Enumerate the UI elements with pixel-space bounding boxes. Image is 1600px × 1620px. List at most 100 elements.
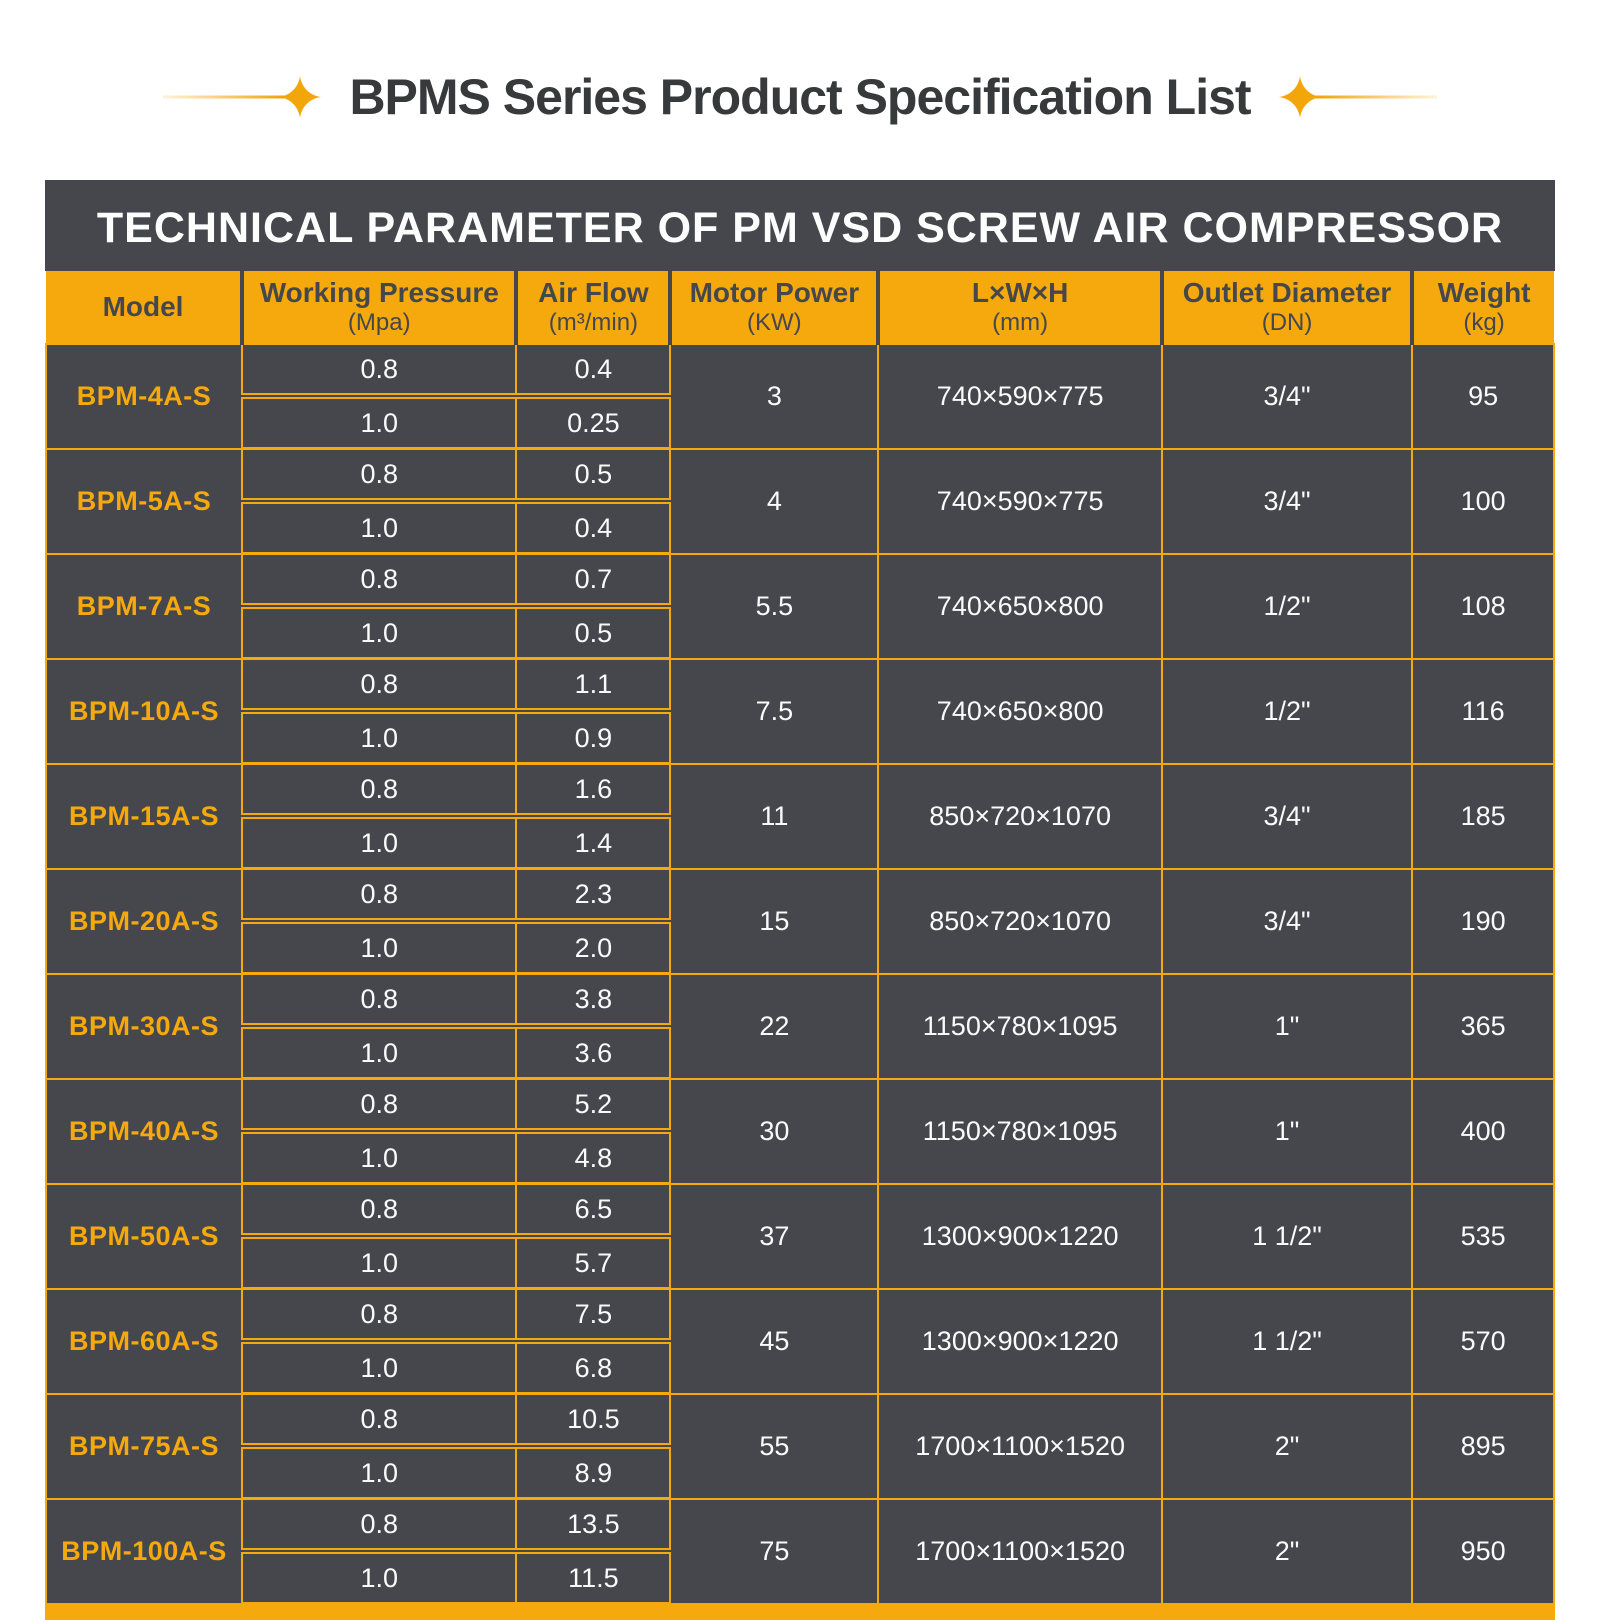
weight-cell: 365 [1411,972,1555,1080]
outlet-diameter-cell: 3/4" [1160,447,1414,555]
spec-row-bottom: 1.0 0.9 [46,710,1554,765]
pressure-cell-08: 0.8 [241,1392,518,1449]
model-cell: BPM-20A-S [44,867,244,975]
airflow-cell-08: 2.3 [515,867,672,924]
pressure-cell-10: 1.0 [241,605,518,660]
spec-row-top: BPM-20A-S 0.8 2.3 15 850×720×1070 3/4" 1… [44,867,1555,975]
sparkle-left-icon [163,76,322,118]
weight-cell: 895 [1411,1392,1555,1500]
pressure-cell-08: 0.8 [241,657,518,714]
spec-row-bottom: 1.0 3.6 [46,1025,1554,1080]
motor-power-cell: 75 [669,1497,880,1605]
airflow-cell-08: 1.1 [515,657,672,714]
weight-cell: 400 [1411,1077,1555,1185]
model-cell: BPM-60A-S [44,1287,244,1395]
spec-row-bottom: 1.0 8.9 [46,1445,1554,1500]
motor-power-cell: 37 [669,1182,880,1290]
column-header-weight: Weight (kg) [1410,271,1554,345]
dimensions-cell: 1700×1100×1520 [877,1392,1163,1500]
model-cell: BPM-4A-S [44,343,244,450]
motor-power-cell: 15 [669,867,880,975]
motor-power-cell: 3 [669,343,880,450]
model-cell: BPM-50A-S [44,1182,244,1290]
model-cell: BPM-75A-S [44,1392,244,1500]
pressure-cell-08: 0.8 [241,1182,518,1239]
spec-row-bottom: 1.0 0.4 [46,500,1554,555]
dimensions-cell: 1150×780×1095 [877,972,1163,1080]
spec-row-top: BPM-75A-S 0.8 10.5 55 1700×1100×1520 2" … [44,1392,1555,1500]
pressure-cell-10: 1.0 [241,1340,518,1395]
airflow-cell-10: 0.9 [515,710,672,765]
airflow-cell-10: 3.6 [515,1025,672,1080]
spec-table: Model Working Pressure (Mpa) Air Flow (m… [44,271,1555,1605]
airflow-cell-10: 2.0 [515,920,672,975]
pressure-cell-10: 1.0 [241,710,518,765]
dimensions-cell: 740×590×775 [877,447,1163,555]
model-cell: BPM-30A-S [44,972,244,1080]
airflow-cell-08: 7.5 [515,1287,672,1344]
spec-table-header: Model Working Pressure (Mpa) Air Flow (m… [46,271,1554,345]
model-cell: BPM-100A-S [44,1497,244,1605]
spec-row-top: BPM-10A-S 0.8 1.1 7.5 740×650×800 1/2" 1… [44,657,1555,765]
pressure-cell-10: 1.0 [241,1445,518,1500]
motor-power-cell: 5.5 [669,552,880,660]
spec-row-bottom: 1.0 5.7 [46,1235,1554,1290]
pressure-cell-08: 0.8 [241,552,518,609]
weight-cell: 535 [1411,1182,1555,1290]
dimensions-cell: 1150×780×1095 [877,1077,1163,1185]
outlet-diameter-cell: 1/2" [1160,552,1414,660]
weight-cell: 108 [1411,552,1555,660]
column-header-working-pressure: Working Pressure (Mpa) [240,271,517,345]
pressure-cell-10: 1.0 [241,920,518,975]
airflow-cell-08: 1.6 [515,762,672,819]
spec-row-bottom: 1.0 0.25 [46,395,1554,450]
header-row: Model Working Pressure (Mpa) Air Flow (m… [46,271,1554,345]
spec-row-bottom: 1.0 6.8 [46,1340,1554,1395]
dimensions-cell: 1700×1100×1520 [877,1497,1163,1605]
outlet-diameter-cell: 3/4" [1160,762,1414,870]
airflow-cell-08: 13.5 [515,1497,672,1554]
outlet-diameter-cell: 3/4" [1160,343,1414,450]
spec-row-top: BPM-100A-S 0.8 13.5 75 1700×1100×1520 2"… [44,1497,1555,1605]
motor-power-cell: 22 [669,972,880,1080]
airflow-cell-10: 6.8 [515,1340,672,1395]
airflow-cell-08: 0.7 [515,552,672,609]
outlet-diameter-cell: 1" [1160,972,1414,1080]
weight-cell: 570 [1411,1287,1555,1395]
weight-cell: 185 [1411,762,1555,870]
spec-row-top: BPM-60A-S 0.8 7.5 45 1300×900×1220 1 1/2… [44,1287,1555,1395]
weight-cell: 95 [1411,343,1555,450]
spec-row-top: BPM-7A-S 0.8 0.7 5.5 740×650×800 1/2" 10… [44,552,1555,660]
page-header: BPMS Series Product Specification List [0,0,1600,136]
airflow-cell-10: 4.8 [515,1130,672,1185]
spec-row-bottom: 1.0 4.8 [46,1130,1554,1185]
spec-table-body: BPM-4A-S 0.8 0.4 3 740×590×775 3/4" 95 1… [44,343,1555,1605]
outlet-diameter-cell: 1" [1160,1077,1414,1185]
motor-power-cell: 4 [669,447,880,555]
column-header-motor-power: Motor Power (KW) [668,271,879,345]
motor-power-cell: 45 [669,1287,880,1395]
model-cell: BPM-7A-S [44,552,244,660]
airflow-cell-10: 0.5 [515,605,672,660]
model-cell: BPM-5A-S [44,447,244,555]
outlet-diameter-cell: 3/4" [1160,867,1414,975]
airflow-cell-10: 0.25 [515,395,672,450]
spec-row-top: BPM-40A-S 0.8 5.2 30 1150×780×1095 1" 40… [44,1077,1555,1185]
weight-cell: 116 [1411,657,1555,765]
spec-row-top: BPM-4A-S 0.8 0.4 3 740×590×775 3/4" 95 [44,343,1555,450]
dimensions-cell: 850×720×1070 [877,762,1163,870]
airflow-cell-10: 8.9 [515,1445,672,1500]
weight-cell: 190 [1411,867,1555,975]
airflow-cell-08: 5.2 [515,1077,672,1134]
pressure-cell-08: 0.8 [241,1497,518,1554]
airflow-cell-08: 6.5 [515,1182,672,1239]
pressure-cell-10: 1.0 [241,815,518,870]
pressure-cell-10: 1.0 [241,1235,518,1290]
pressure-cell-08: 0.8 [241,972,518,1029]
pressure-cell-08: 0.8 [241,867,518,924]
spec-row-bottom: 1.0 2.0 [46,920,1554,975]
table-title: TECHNICAL PARAMETER OF PM VSD SCREW AIR … [45,180,1555,271]
model-cell: BPM-40A-S [44,1077,244,1185]
column-header-outlet-diameter: Outlet Diameter (DN) [1159,271,1413,345]
airflow-cell-10: 1.4 [515,815,672,870]
